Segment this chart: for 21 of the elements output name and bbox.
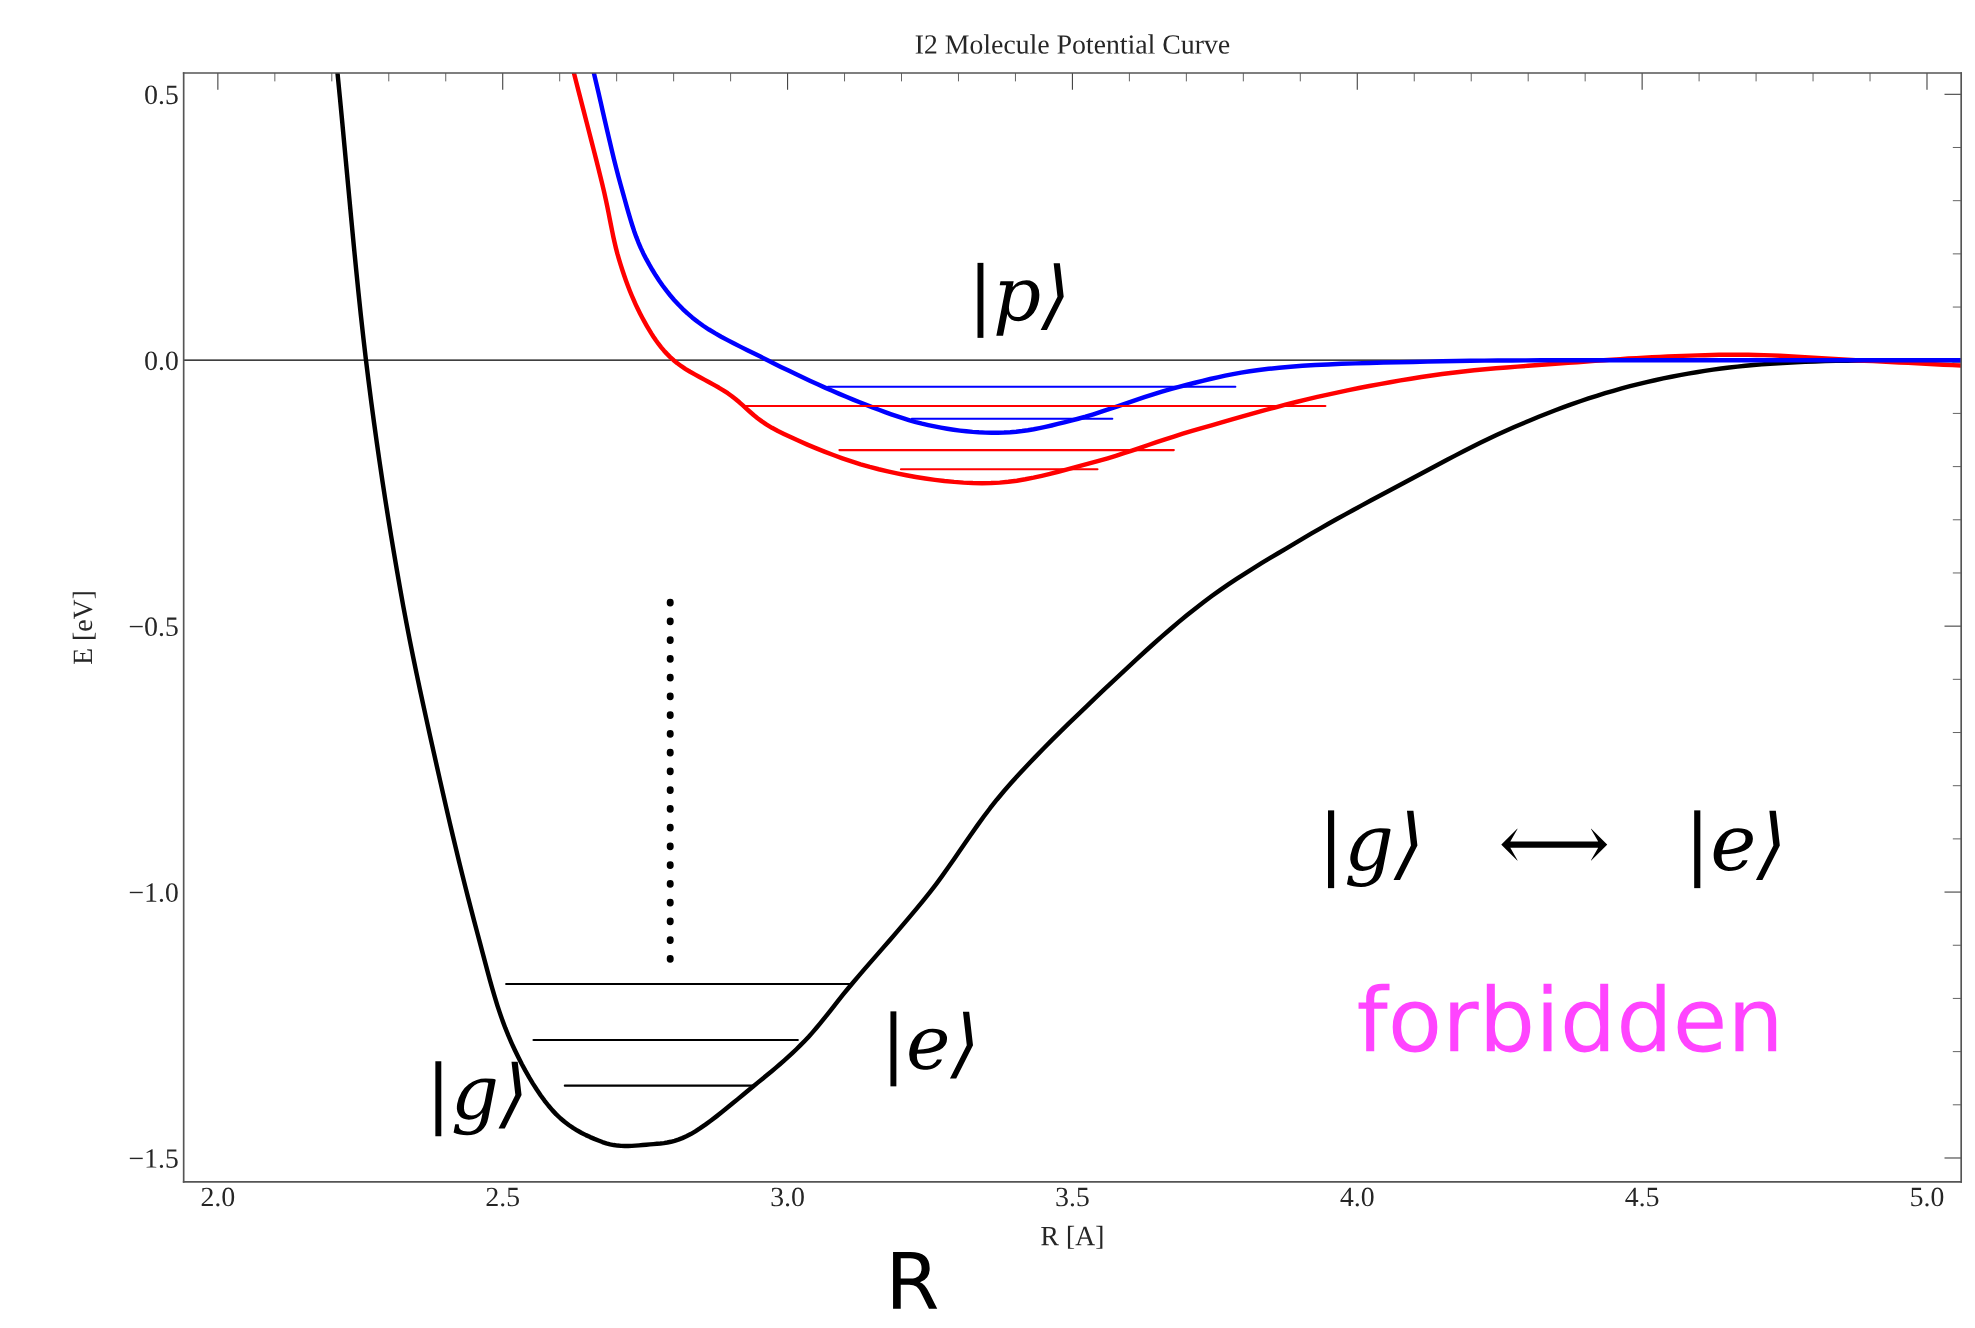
y-axis-title: E [eV]	[72, 592, 96, 665]
annotation: |p⟩	[977, 262, 1064, 338]
y-tick-label: −1.0	[129, 883, 178, 903]
text: R	[893, 1252, 938, 1309]
annotation: |g⟩ ⟷ |e⟩	[1328, 810, 1780, 889]
x-axis-title: R [A]	[1041, 1225, 1103, 1249]
x-tick-label: 3.0	[771, 1187, 804, 1207]
x-tick-label: 4.0	[1340, 1187, 1374, 1207]
x-tick-label: 2.0	[201, 1187, 235, 1207]
y-tick-label: 0.0	[145, 351, 178, 371]
x-tick-label: 3.5	[1056, 1187, 1089, 1207]
y-tick-label: −0.5	[129, 617, 178, 637]
chart-title: I2 Molecule Potential Curve	[915, 34, 1230, 54]
annotation: |e⟩	[890, 1011, 974, 1087]
x-tick-label: 5.0	[1911, 1187, 1944, 1207]
x-tick-label: 2.5	[486, 1187, 519, 1207]
annotation: forbidden	[1358, 983, 1777, 1053]
x-tick-label: 4.5	[1625, 1187, 1659, 1207]
y-tick-label: −1.5	[129, 1149, 178, 1169]
y-tick-label: 0.5	[145, 85, 178, 105]
annotation: |g⟩	[435, 1061, 522, 1137]
